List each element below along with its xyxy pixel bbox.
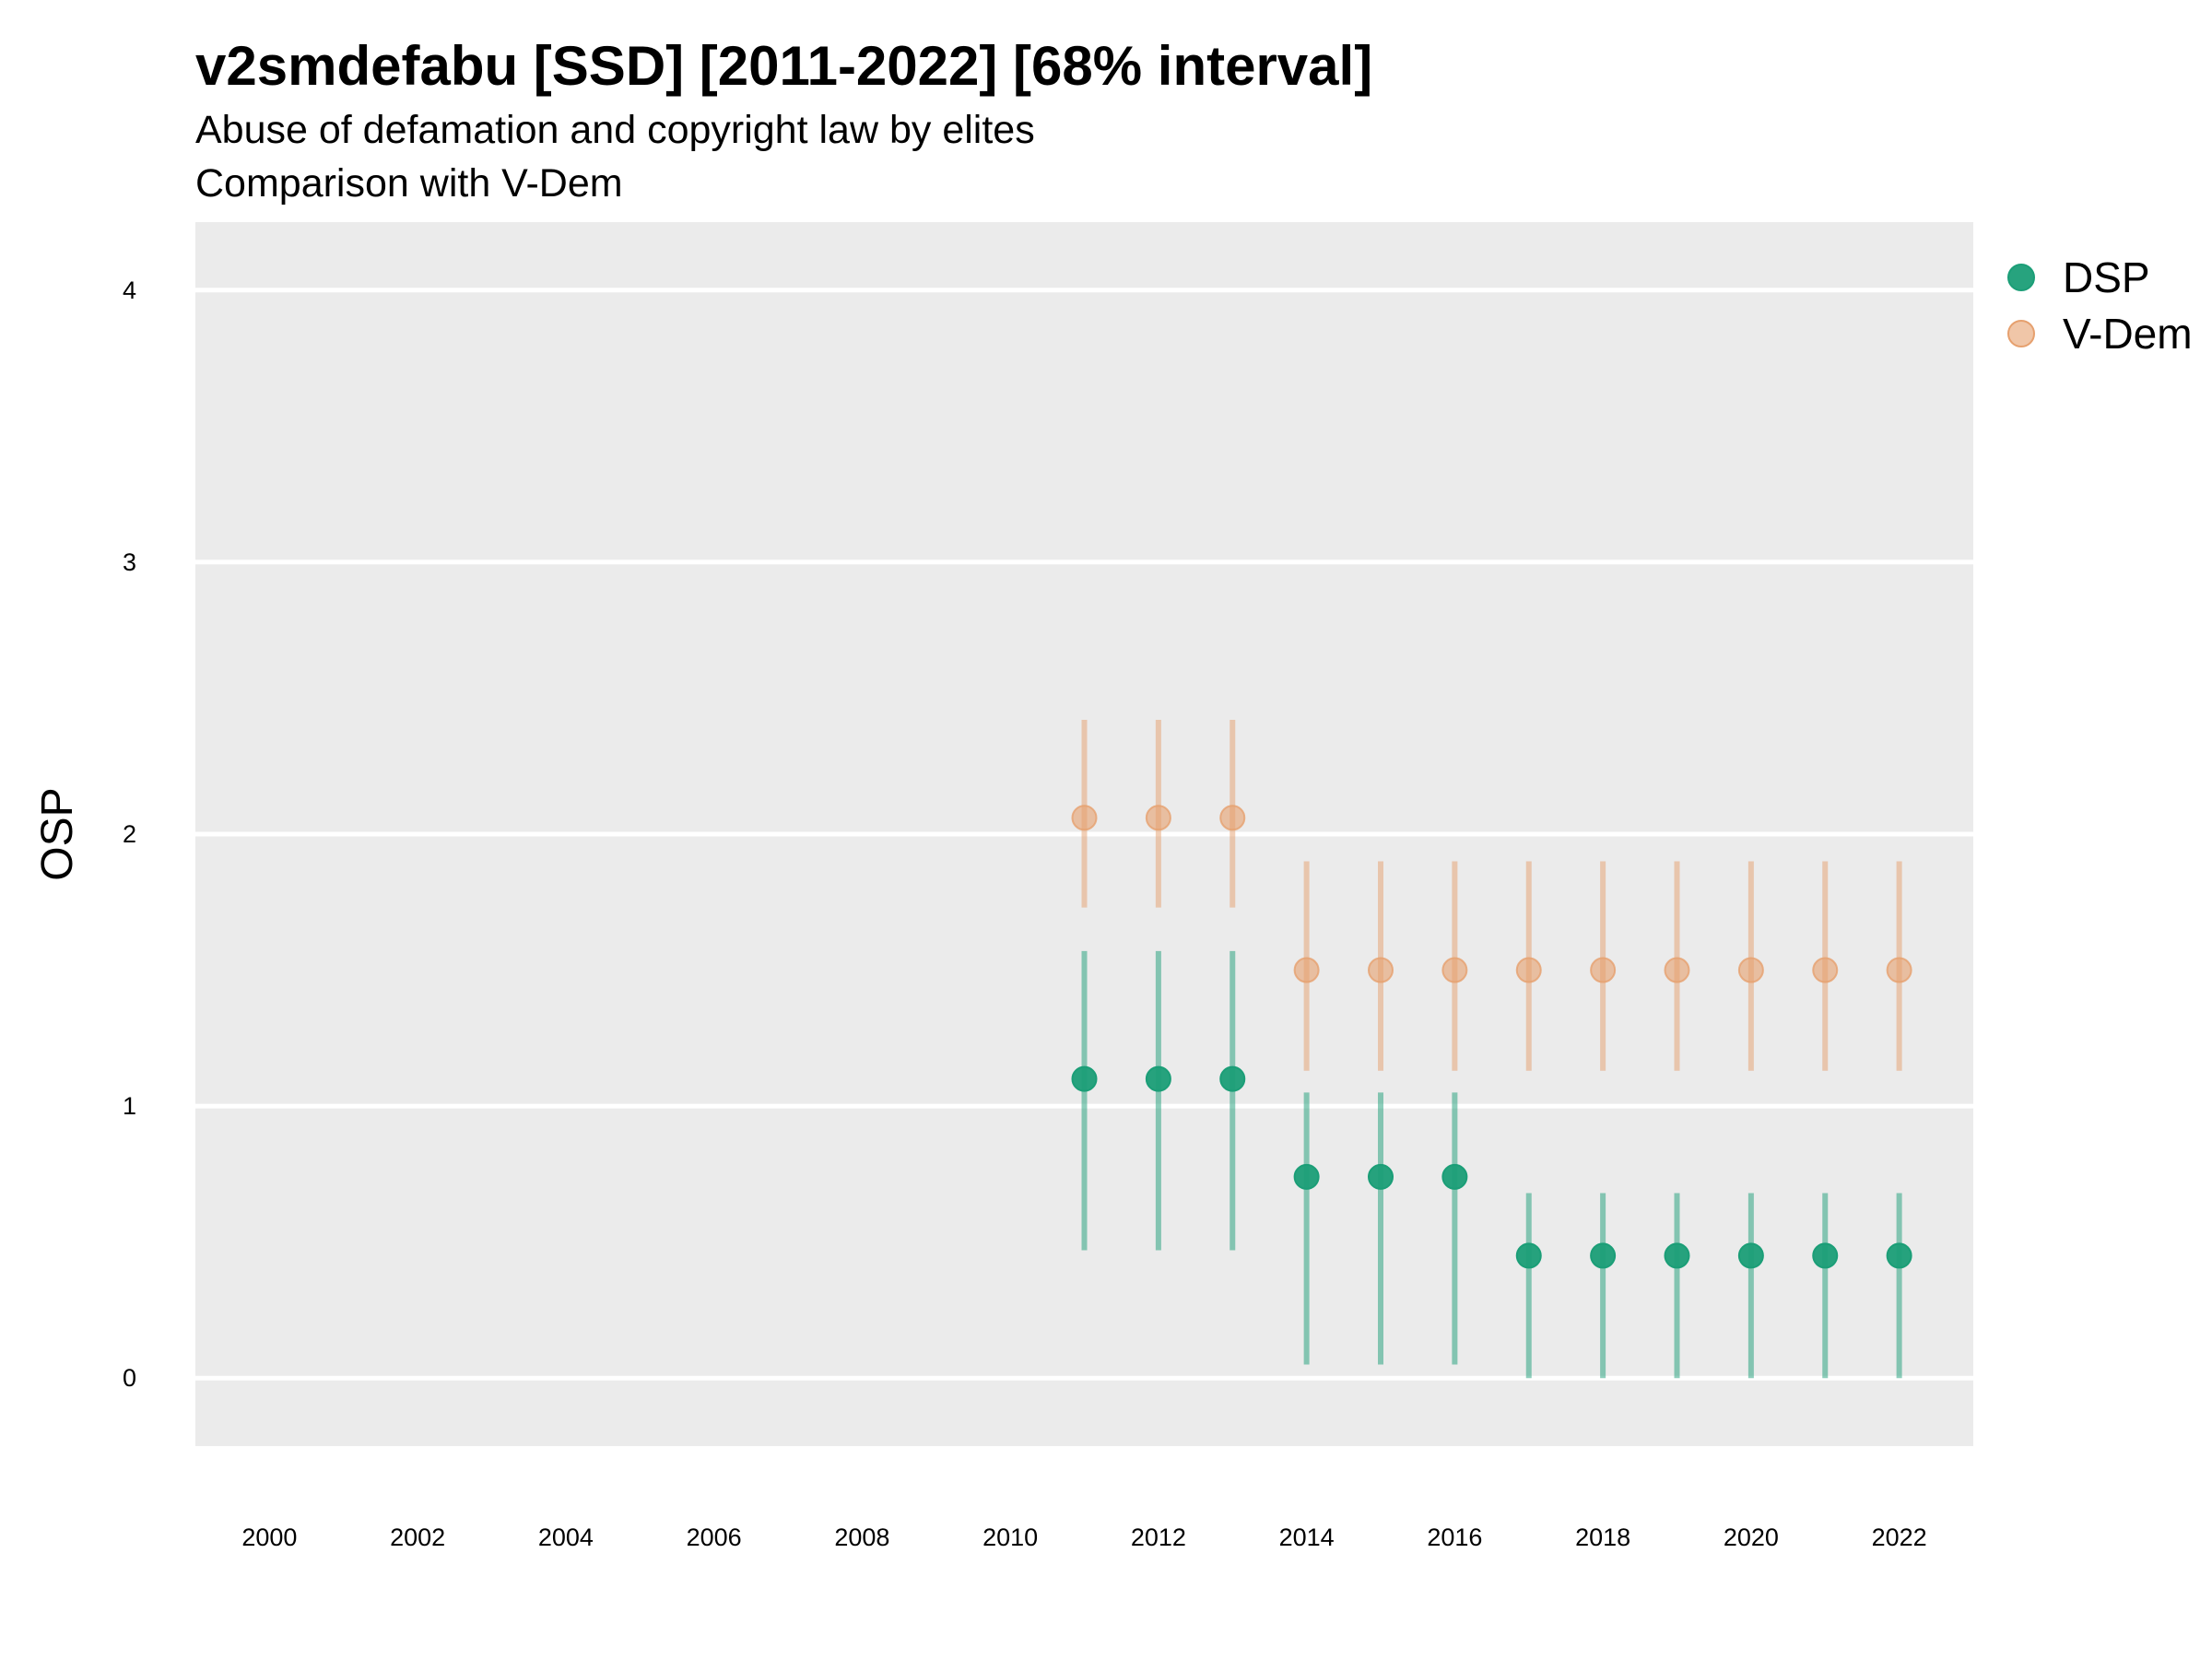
x-tick-label: 2006 [687,1524,742,1551]
point-dsp [1145,1065,1171,1092]
point-v-dem [1368,957,1394,983]
x-tick-label: 2000 [241,1524,297,1551]
x-tick-label: 2004 [538,1524,594,1551]
point-dsp [1737,1242,1764,1269]
legend-key-v-dem [2007,320,2035,347]
chart-title: v2smdefabu [SSD] [2011-2022] [68% interv… [195,35,1372,97]
point-v-dem [1664,957,1690,983]
y-tick-label: 0 [123,1364,136,1392]
series-dsp [1071,950,1912,1379]
point-dsp [1515,1242,1542,1269]
point-v-dem [1515,957,1542,983]
point-v-dem [1145,805,1171,831]
point-dsp [1293,1163,1320,1190]
chart-subtitle-line-2: Comparison with V-Dem [195,161,623,206]
y-tick-label: 2 [123,820,136,848]
x-tick-label: 2002 [390,1524,445,1551]
data-marks [1071,720,1912,1379]
point-dsp [1590,1242,1617,1269]
point-v-dem [1441,957,1468,983]
legend-key-dsp [2007,264,2035,291]
point-dsp [1219,1065,1246,1092]
chart-subtitle-line-1: Abuse of defamation and copyright law by… [195,108,1035,152]
point-dsp [1886,1242,1912,1269]
point-v-dem [1590,957,1617,983]
point-v-dem [1886,957,1912,983]
x-tick-label: 2018 [1575,1524,1630,1551]
y-tick-label: 4 [123,276,136,304]
point-dsp [1441,1163,1468,1190]
legend-label-v-dem: V-Dem [2063,310,2193,358]
x-tick-label: 2012 [1131,1524,1186,1551]
point-dsp [1368,1163,1394,1190]
y-tick-label: 1 [123,1092,136,1120]
x-tick-label: 2008 [834,1524,889,1551]
x-tick-label: 2010 [982,1524,1038,1551]
x-tick-label: 2022 [1872,1524,1927,1551]
y-tick-label: 3 [123,548,136,576]
y-axis-label: OSP [33,787,82,880]
legend-label-dsp: DSP [2063,253,2150,301]
x-tick-label: 2020 [1724,1524,1779,1551]
point-dsp [1071,1065,1098,1092]
point-v-dem [1071,805,1098,831]
point-v-dem [1812,957,1839,983]
point-dsp [1812,1242,1839,1269]
x-tick-label: 2014 [1279,1524,1335,1551]
point-v-dem [1737,957,1764,983]
x-tick-label: 2016 [1427,1524,1482,1551]
point-v-dem [1293,957,1320,983]
legend: DSP V-Dem [2007,253,2193,358]
point-v-dem [1219,805,1246,831]
point-dsp [1664,1242,1690,1269]
series-v-dem [1071,720,1912,1071]
axis-ticks: 0 1 2 3 4 2000 2002 2004 2006 2008 2010 2012 2014 201… [123,276,1927,1551]
